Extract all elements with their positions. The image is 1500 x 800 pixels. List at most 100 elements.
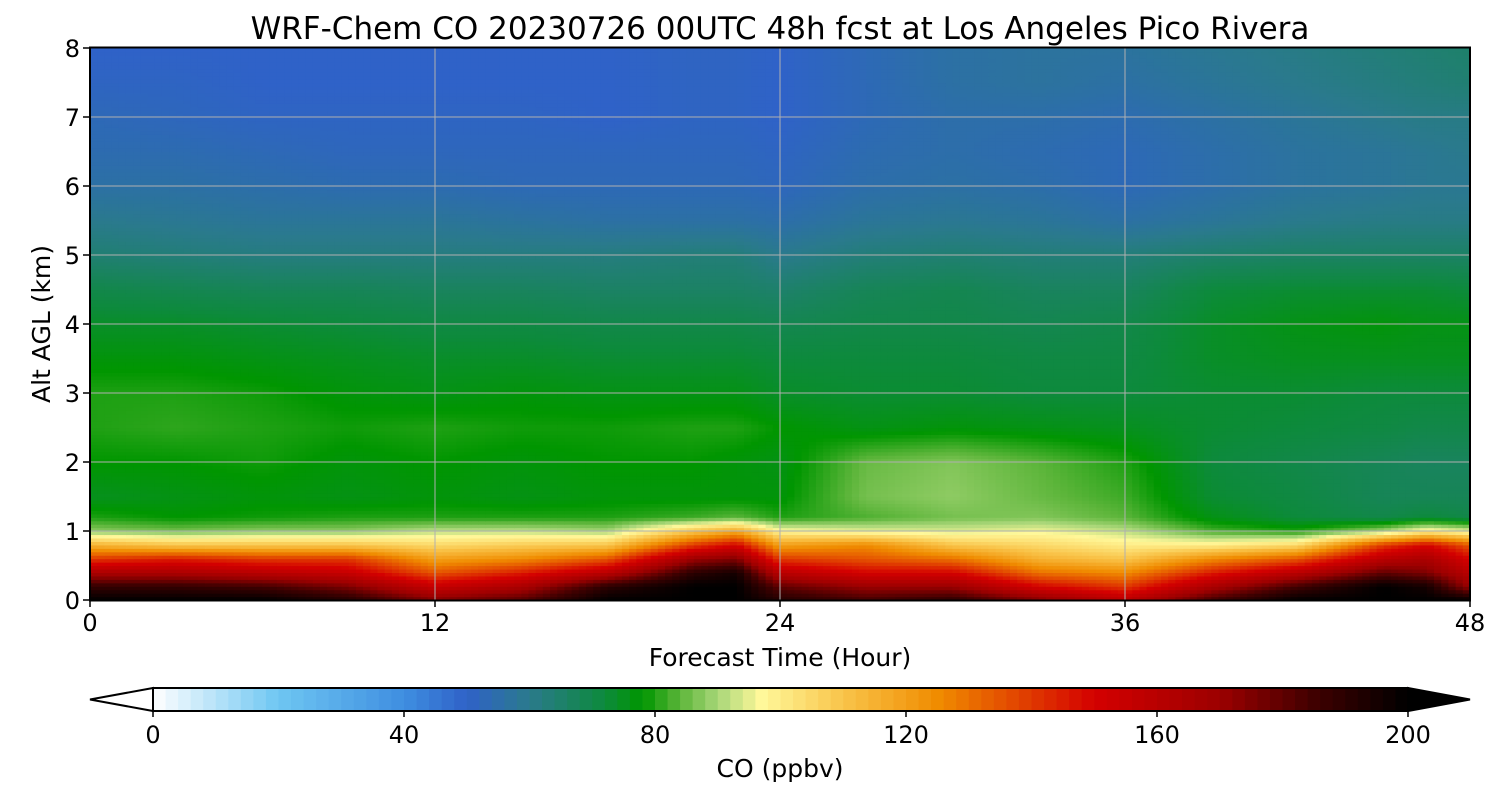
heatmap-cell <box>191 562 199 566</box>
heatmap-cell <box>809 593 817 597</box>
heatmap-cell <box>1024 559 1032 563</box>
heatmap-cell <box>1161 521 1169 525</box>
heatmap-cell <box>97 586 105 590</box>
heatmap-cell <box>1032 521 1040 525</box>
heatmap-cell <box>758 514 766 518</box>
heatmap-cell <box>507 538 515 542</box>
heatmap-cell <box>1226 521 1234 525</box>
heatmap-cell <box>241 593 249 597</box>
heatmap-cell <box>737 576 745 580</box>
heatmap-cell <box>227 514 235 518</box>
heatmap-cell <box>809 576 817 580</box>
heatmap-cell <box>406 569 414 573</box>
heatmap-cell <box>1276 586 1284 590</box>
heatmap-cell <box>219 514 227 518</box>
heatmap-cell <box>1405 521 1413 525</box>
heatmap-cell <box>866 552 874 556</box>
heatmap-cell <box>881 572 889 576</box>
heatmap-cell <box>1132 555 1140 559</box>
heatmap-cell <box>708 579 716 583</box>
heatmap-cell <box>895 514 903 518</box>
heatmap-cell <box>723 545 731 549</box>
heatmap-cell <box>622 552 630 556</box>
heatmap-cell <box>1319 569 1327 573</box>
heatmap-cell <box>579 593 587 597</box>
heatmap-cell <box>564 593 572 597</box>
heatmap-cell <box>104 521 112 525</box>
heatmap-cell <box>823 552 831 556</box>
heatmap-cell <box>205 559 213 563</box>
heatmap-cell <box>658 534 666 538</box>
heatmap-cell <box>464 552 472 556</box>
heatmap-cell <box>1096 579 1104 583</box>
heatmap-cell <box>1075 531 1083 535</box>
heatmap-cell <box>838 534 846 538</box>
heatmap-cell <box>485 514 493 518</box>
heatmap-cell <box>1075 572 1083 576</box>
heatmap-cell <box>888 524 896 528</box>
heatmap-cell <box>119 590 127 594</box>
heatmap-cell <box>1183 517 1191 521</box>
heatmap-cell <box>255 524 263 528</box>
heatmap-cell <box>349 510 357 514</box>
heatmap-cell <box>1053 552 1061 556</box>
heatmap-cell <box>960 562 968 566</box>
heatmap-cell <box>600 517 608 521</box>
heatmap-cell <box>1341 545 1349 549</box>
heatmap-cell <box>428 579 436 583</box>
heatmap-cell <box>119 545 127 549</box>
heatmap-cell <box>212 559 220 563</box>
heatmap-cell <box>1082 555 1090 559</box>
heatmap-cell <box>500 593 508 597</box>
heatmap-cell <box>1168 569 1176 573</box>
heatmap-cell <box>830 586 838 590</box>
heatmap-cell <box>155 538 163 542</box>
heatmap-cell <box>313 586 321 590</box>
heatmap-cell <box>694 562 702 566</box>
heatmap-cell <box>636 541 644 545</box>
heatmap-cell <box>1333 562 1341 566</box>
heatmap-cell <box>464 555 472 559</box>
heatmap-cell <box>938 517 946 521</box>
heatmap-cell <box>198 541 206 545</box>
heatmap-cell <box>1377 572 1385 576</box>
heatmap-cell <box>536 548 544 552</box>
heatmap-cell <box>629 534 637 538</box>
heatmap-cell <box>277 510 285 514</box>
heatmap-cell <box>931 583 939 587</box>
heatmap-cell <box>1333 583 1341 587</box>
heatmap-cell <box>1405 590 1413 594</box>
heatmap-cell <box>320 548 328 552</box>
heatmap-cell <box>902 555 910 559</box>
heatmap-cell <box>507 534 515 538</box>
heatmap-cell <box>600 531 608 535</box>
heatmap-cell <box>1391 534 1399 538</box>
heatmap-cell <box>1197 538 1205 542</box>
heatmap-cell <box>715 566 723 570</box>
heatmap-cell <box>241 514 249 518</box>
heatmap-cell <box>291 534 299 538</box>
heatmap-cell <box>794 572 802 576</box>
heatmap-cell <box>586 566 594 570</box>
heatmap-cell <box>550 572 558 576</box>
heatmap-cell <box>974 562 982 566</box>
heatmap-cell <box>227 524 235 528</box>
heatmap-cell <box>1420 538 1428 542</box>
heatmap-cell <box>342 531 350 535</box>
heatmap-cell <box>97 552 105 556</box>
heatmap-cell <box>787 566 795 570</box>
heatmap-cell <box>1017 569 1025 573</box>
heatmap-cell <box>176 514 184 518</box>
heatmap-cell <box>1384 524 1392 528</box>
heatmap-cell <box>356 517 364 521</box>
heatmap-cell <box>687 593 695 597</box>
heatmap-cell <box>1132 524 1140 528</box>
heatmap-cell <box>557 534 565 538</box>
heatmap-cell <box>1226 552 1234 556</box>
heatmap-cell <box>435 562 443 566</box>
heatmap-cell <box>406 593 414 597</box>
heatmap-cell <box>291 538 299 542</box>
heatmap-cell <box>873 562 881 566</box>
heatmap-cell <box>183 538 191 542</box>
heatmap-cell <box>758 524 766 528</box>
